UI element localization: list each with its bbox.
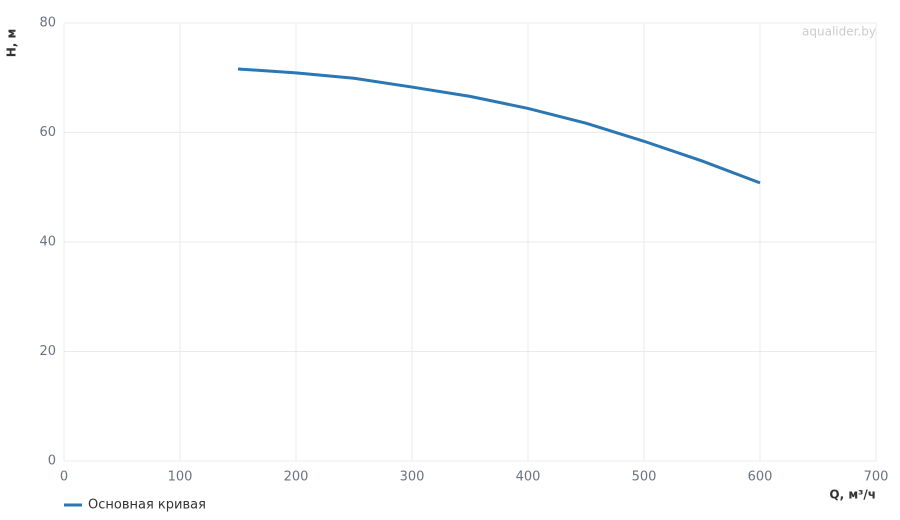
x-axis-title: Q, м³/ч [829,488,876,502]
y-tick-label: 80 [39,16,56,31]
x-tick-label: 300 [400,470,425,485]
y-tick-label: 60 [39,125,56,140]
watermark: aqualider.by [802,25,876,39]
line-series [237,67,761,185]
y-tick-label: 40 [39,235,56,250]
x-tick-label: 100 [168,470,193,485]
x-tick-label: 200 [284,470,309,485]
legend-label: Основная кривая [88,498,206,513]
y-tick-label: 0 [48,454,56,469]
x-tick-label: 0 [60,470,68,485]
x-tick-label: 600 [748,470,773,485]
x-tick-label: 700 [864,470,889,485]
y-axis-title: H, м [5,29,19,58]
x-tick-label: 500 [632,470,657,485]
y-tick-label: 20 [39,344,56,359]
x-tick-label: 400 [516,470,541,485]
